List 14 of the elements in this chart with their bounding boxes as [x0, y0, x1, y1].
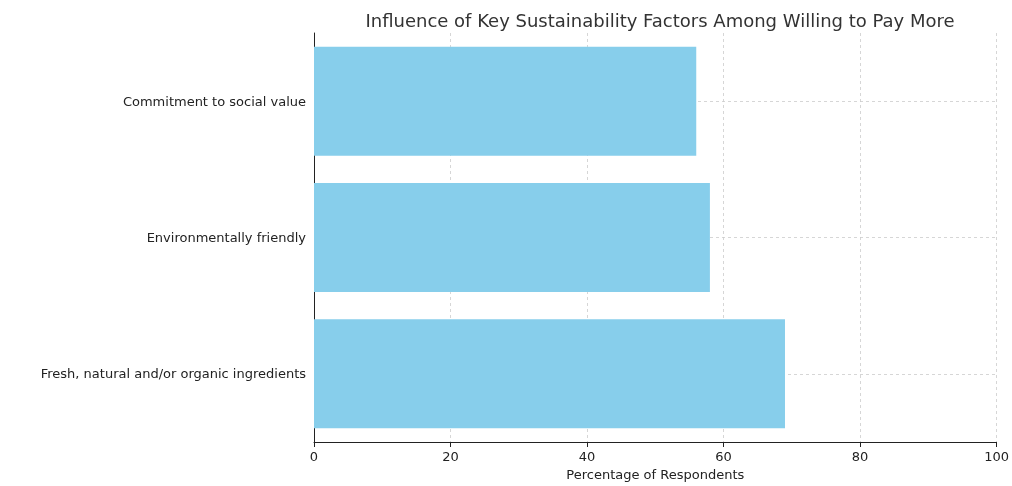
x-tick-label: 100: [984, 449, 1010, 464]
y-tick-label: Commitment to social value: [122, 93, 306, 109]
x-tick-label: 0: [309, 449, 319, 464]
bar: [314, 319, 785, 429]
chart-title: Influence of Key Sustainability Factors Among Willing to Pay More: [365, 9, 955, 31]
x-tick-label: 60: [715, 449, 732, 464]
y-tick-label: Environmentally friendly: [146, 230, 307, 245]
x-tick-label: 20: [442, 449, 459, 464]
y-tick-label: Fresh, natural and/or organic ingredients: [40, 366, 307, 382]
x-axis-title: Percentage of Respondents: [566, 467, 745, 482]
bar: [314, 182, 710, 293]
bar: [314, 46, 697, 156]
x-tick-label: 40: [578, 449, 596, 464]
x-tick-label: 80: [851, 449, 869, 464]
